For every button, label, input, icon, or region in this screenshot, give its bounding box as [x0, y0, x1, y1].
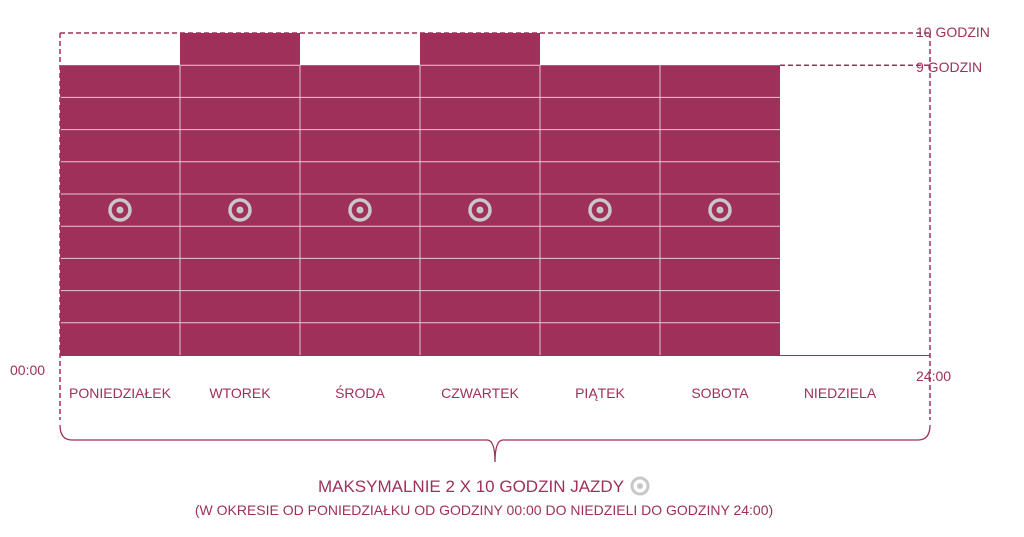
caption-sub: (W OKRESIE OD PONIEDZIAŁKU OD GODZINY 00…	[194, 502, 774, 518]
steering-wheel-icon	[108, 198, 132, 222]
limit-guides	[59, 32, 932, 463]
steering-wheel-icon	[468, 198, 492, 222]
limit-10-hours-label: 10 GODZIN	[916, 24, 990, 40]
steering-wheel-icon	[630, 476, 650, 501]
day-label-monday: PONIEDZIAŁEK	[69, 385, 171, 401]
start-time-label: 00:00	[10, 362, 46, 378]
wheel-icons	[108, 198, 732, 222]
week-brace	[59, 424, 931, 463]
caption-main: MAKSYMALNIE 2 X 10 GODZIN JAZDY	[0, 476, 968, 501]
steering-wheel-icon	[348, 198, 372, 222]
day-label-tuesday: WTOREK	[209, 385, 271, 401]
steering-wheel-icon	[588, 198, 612, 222]
end-time-label: 24:00	[916, 368, 952, 384]
day-label-saturday: SOBOTA	[691, 385, 749, 401]
steering-wheel-icon	[228, 198, 252, 222]
limit-9-hours-label: 9 GODZIN	[916, 59, 983, 75]
steering-wheel-icon	[708, 198, 732, 222]
hour-gridlines	[60, 64, 780, 355]
caption-main-text: MAKSYMALNIE 2 X 10 GODZIN JAZDY	[317, 477, 625, 496]
day-label-wednesday: ŚRODA	[335, 385, 385, 401]
day-label-sunday: NIEDZIELA	[803, 385, 877, 401]
day-label-friday: PIĄTEK	[575, 385, 625, 401]
day-label-thursday: CZWARTEK	[441, 385, 519, 401]
